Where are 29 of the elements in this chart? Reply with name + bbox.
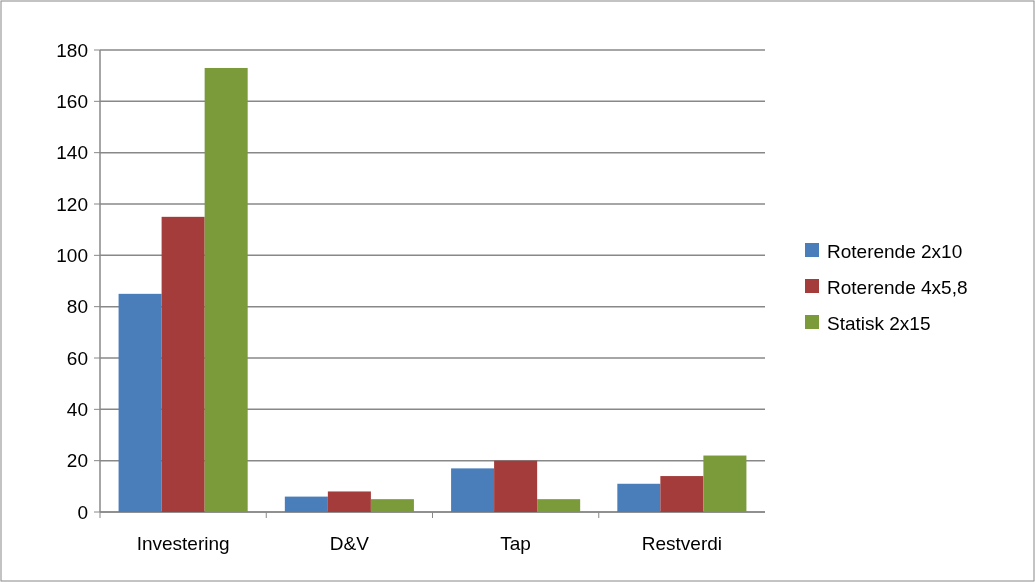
y-tick-label: 60 <box>66 347 88 369</box>
y-tick-label: 100 <box>56 244 88 266</box>
y-tick-label: 40 <box>66 398 88 420</box>
bar <box>204 67 248 512</box>
bar <box>494 460 538 512</box>
bar <box>161 216 205 512</box>
x-tick-label: Restverdi <box>641 533 722 554</box>
y-tick-label: 140 <box>56 142 88 164</box>
bar <box>660 476 704 512</box>
bar <box>327 491 371 512</box>
legend-label: Roterende 4x5,8 <box>827 276 968 298</box>
x-tick-label: Investering <box>136 533 230 554</box>
y-tick-label: 20 <box>66 450 88 472</box>
x-tick-label: Tap <box>500 533 531 554</box>
y-tick-label: 160 <box>56 90 88 112</box>
bar <box>617 483 661 512</box>
legend-label: Statisk 2x15 <box>827 312 931 334</box>
bar <box>284 496 328 512</box>
bar <box>451 468 495 512</box>
bar <box>537 499 581 512</box>
bar <box>118 293 162 512</box>
legend-label: Roterende 2x10 <box>827 240 963 262</box>
y-tick-label: 180 <box>56 39 88 61</box>
bar <box>370 499 414 512</box>
y-tick-label: 80 <box>66 296 88 318</box>
y-tick-label: 120 <box>56 193 88 215</box>
x-tick-label: D&V <box>329 533 370 554</box>
y-tick-label: 0 <box>77 501 88 523</box>
bar <box>703 455 747 512</box>
